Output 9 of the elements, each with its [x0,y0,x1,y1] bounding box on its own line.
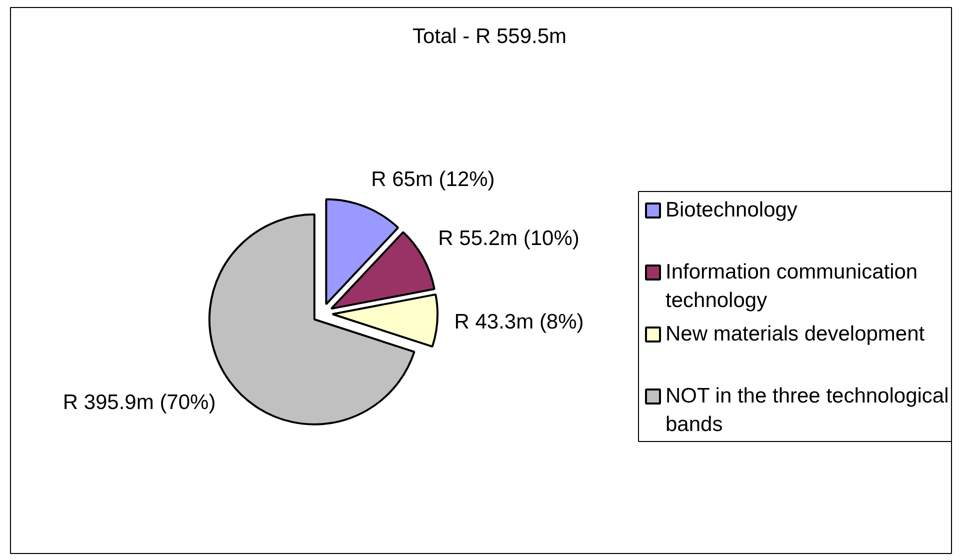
legend-label: Information communication technology [666,260,918,312]
data-label: R 65m (12%) [371,168,495,191]
chart-title: Total - R 559.5m [412,25,567,48]
legend-label: Biotechnology [666,198,798,222]
data-label: R 43.3m (8%) [454,310,584,334]
data-label: R 395.9m (70%) [62,391,216,414]
legend-label: New materials development [666,322,925,346]
data-label: R 55.2m (10%) [438,226,580,250]
legend-label: NOT in the three technological bands [666,384,949,436]
